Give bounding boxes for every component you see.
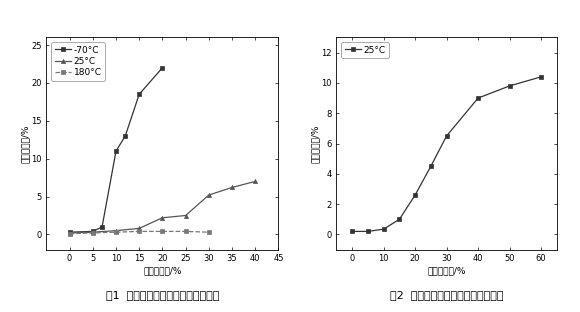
Text: 图2  马氏体含量与轧制形变量的关系: 图2 马氏体含量与轧制形变量的关系 — [390, 290, 503, 300]
-70°C — [99, 225, 106, 229]
25°C — [443, 134, 450, 138]
25°C — [136, 227, 143, 230]
180°C — [182, 230, 189, 233]
25°C — [364, 230, 371, 233]
X-axis label: 拉伸变形量/%: 拉伸变形量/% — [143, 266, 182, 275]
25°C — [89, 230, 96, 234]
25°C — [427, 164, 434, 168]
25°C — [252, 179, 259, 183]
25°C — [396, 217, 403, 221]
25°C — [349, 230, 356, 233]
Line: 25°C: 25°C — [350, 75, 543, 233]
25°C — [229, 186, 235, 189]
180°C — [136, 230, 143, 233]
Y-axis label: 马氏体含量/%: 马氏体含量/% — [21, 124, 30, 163]
180°C — [66, 232, 73, 236]
180°C — [113, 230, 119, 234]
25°C — [182, 214, 189, 217]
Line: 180°C: 180°C — [67, 229, 211, 236]
-70°C — [159, 66, 166, 70]
25°C — [474, 96, 481, 100]
-70°C — [136, 92, 143, 96]
-70°C — [66, 230, 73, 234]
Text: 图1  马氏体含量与拉伸形变量的关系: 图1 马氏体含量与拉伸形变量的关系 — [106, 290, 219, 300]
Line: -70°C: -70°C — [67, 66, 165, 234]
Legend: 25°C: 25°C — [341, 42, 389, 58]
25°C — [412, 193, 419, 197]
Y-axis label: 马氏体含量/%: 马氏体含量/% — [311, 124, 320, 163]
-70°C — [122, 134, 129, 138]
180°C — [89, 231, 96, 235]
180°C — [205, 230, 212, 234]
25°C — [159, 216, 166, 220]
25°C — [506, 84, 513, 88]
25°C — [205, 193, 212, 197]
25°C — [66, 231, 73, 235]
180°C — [159, 230, 166, 233]
Legend: -70°C, 25°C, 180°C: -70°C, 25°C, 180°C — [51, 42, 105, 81]
25°C — [538, 75, 545, 79]
-70°C — [89, 230, 96, 233]
X-axis label: 轧制形变量/%: 轧制形变量/% — [427, 266, 466, 275]
-70°C — [113, 149, 119, 153]
25°C — [380, 227, 387, 231]
Line: 25°C: 25°C — [67, 179, 258, 235]
25°C — [113, 229, 119, 232]
